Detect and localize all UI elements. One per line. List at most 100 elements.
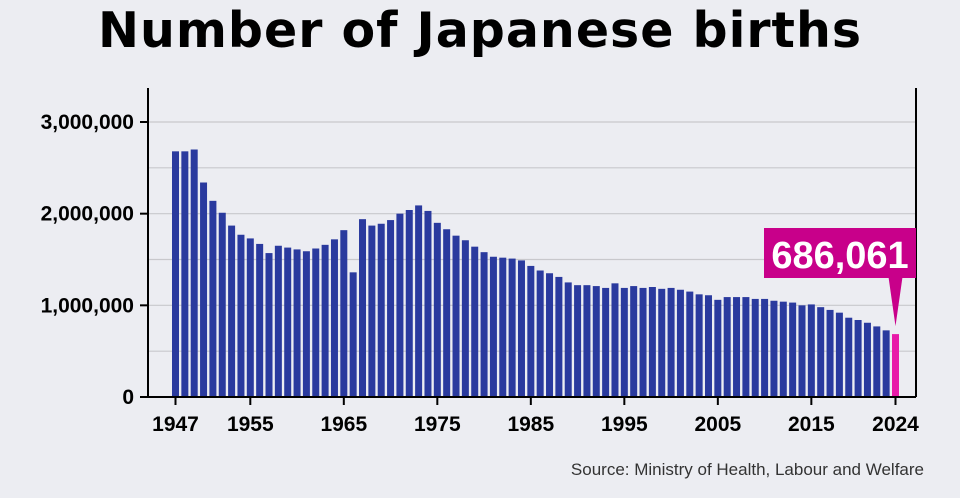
x-tick-label: 1985 — [507, 413, 554, 436]
bar — [546, 273, 554, 397]
bar — [835, 312, 843, 397]
bar — [798, 305, 806, 397]
bar — [564, 282, 572, 397]
bar — [433, 222, 441, 397]
bar — [172, 151, 179, 397]
bars — [172, 149, 899, 397]
bar-highlight — [892, 334, 899, 397]
bar — [555, 276, 563, 397]
bar — [396, 213, 404, 397]
x-tick-label: 1955 — [227, 413, 274, 436]
bar — [574, 285, 582, 397]
bar — [761, 298, 769, 397]
bar — [648, 287, 656, 397]
y-tick-label: 2,000,000 — [41, 203, 134, 226]
bar — [265, 253, 273, 397]
bar — [592, 286, 600, 397]
x-tick-label: 1965 — [320, 413, 367, 436]
callout-value: 686,061 — [771, 235, 908, 277]
bar — [200, 182, 208, 397]
bar — [817, 307, 825, 397]
bar — [312, 248, 320, 397]
bar — [658, 288, 666, 397]
bar — [340, 230, 348, 397]
x-tick-label: 1995 — [601, 413, 648, 436]
bar — [302, 251, 310, 397]
bar — [499, 257, 507, 397]
bar — [630, 286, 638, 397]
callout-box — [764, 228, 916, 278]
bar — [676, 289, 684, 397]
bar — [190, 149, 198, 397]
bar — [854, 320, 862, 397]
bar — [517, 260, 525, 397]
bar — [330, 239, 338, 397]
bar — [807, 304, 815, 397]
bar — [508, 258, 516, 397]
y-tick-label: 0 — [122, 386, 134, 409]
bar — [742, 297, 750, 397]
bar — [751, 298, 759, 397]
chart-title: Number of Japanese births — [97, 2, 863, 59]
bar — [471, 246, 479, 397]
bar — [882, 330, 890, 397]
x-tick-label: 2005 — [694, 413, 741, 436]
bar — [237, 234, 245, 397]
bar — [770, 300, 778, 397]
y-tick-label: 1,000,000 — [41, 294, 134, 317]
bar — [256, 243, 264, 397]
source-note: Source: Ministry of Health, Labour and W… — [570, 460, 924, 479]
bar — [181, 151, 189, 397]
bar — [424, 210, 432, 397]
bar — [527, 265, 535, 397]
bar — [368, 225, 376, 397]
bar — [452, 235, 460, 397]
x-tick-label: 1947 — [152, 413, 199, 436]
bar — [387, 220, 395, 397]
highlight-callout: 686,061 — [764, 228, 916, 327]
bar — [480, 252, 488, 397]
bar — [536, 270, 544, 397]
bar — [789, 302, 797, 397]
bar — [228, 225, 236, 397]
bar — [863, 322, 871, 397]
x-tick-label: 2024 — [872, 413, 919, 436]
bar — [284, 247, 292, 397]
bar — [489, 256, 497, 397]
bar — [611, 283, 619, 397]
callout-pointer — [888, 277, 903, 327]
x-tick-labels: 1947 1955 1965 1975 1985 1995 2005 2015 2024 — [152, 413, 919, 436]
bar — [209, 200, 217, 397]
bar — [779, 301, 787, 397]
bar — [583, 285, 591, 397]
bar — [321, 244, 329, 397]
bar — [723, 297, 731, 397]
bar — [639, 287, 647, 397]
bar — [695, 294, 703, 397]
bar — [293, 249, 301, 397]
bar — [349, 272, 357, 397]
bar — [415, 205, 423, 397]
bar — [602, 287, 610, 397]
bar — [377, 223, 385, 397]
x-tick-label: 2015 — [788, 413, 835, 436]
bar — [845, 317, 853, 397]
y-tick-labels: 0 1,000,000 2,000,000 3,000,000 — [41, 111, 134, 409]
bar — [405, 210, 413, 397]
bar — [359, 219, 367, 397]
bar — [873, 326, 881, 397]
bar — [704, 295, 712, 397]
bar — [620, 287, 628, 397]
bar — [461, 240, 469, 397]
y-tick-label: 3,000,000 — [41, 111, 134, 134]
bar — [667, 287, 675, 397]
bar — [733, 297, 741, 397]
bar — [826, 309, 834, 397]
bar — [274, 245, 282, 397]
x-tick-label: 1975 — [414, 413, 461, 436]
bar — [246, 238, 254, 397]
bar — [686, 291, 694, 397]
bar — [218, 212, 226, 397]
bar — [443, 229, 451, 397]
